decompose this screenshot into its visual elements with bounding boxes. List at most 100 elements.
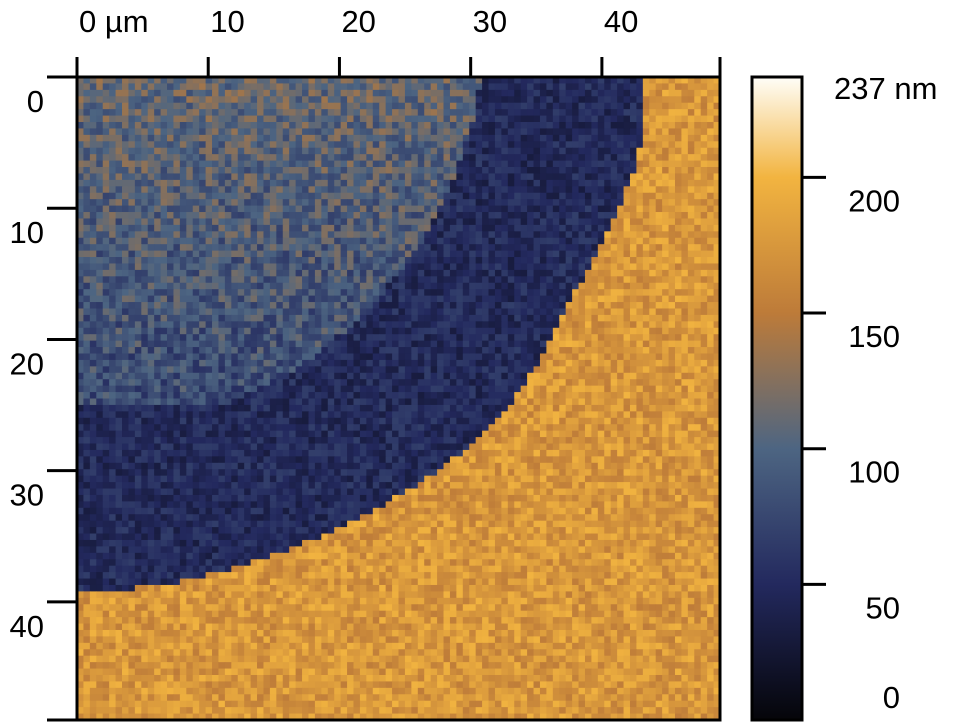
heatmap-cell — [392, 212, 399, 219]
heatmap-cell — [411, 102, 419, 110]
heatmap-cell — [327, 128, 335, 136]
heatmap-cell — [533, 250, 541, 258]
heatmap-cell — [263, 327, 271, 335]
heatmap-cell — [488, 192, 496, 200]
heatmap-cell — [89, 372, 97, 380]
heatmap-cell — [160, 353, 168, 361]
heatmap-cell — [533, 314, 541, 322]
heatmap-cell — [475, 302, 483, 309]
heatmap-cell — [192, 366, 200, 374]
heatmap-cell — [456, 263, 464, 271]
heatmap-cell — [244, 353, 252, 361]
heatmap-cell — [398, 77, 406, 84]
heatmap-cell — [212, 147, 219, 155]
heatmap-cell — [559, 308, 567, 316]
heatmap-cell — [231, 372, 239, 380]
heatmap-cell — [610, 302, 618, 309]
heatmap-cell — [449, 205, 457, 213]
heatmap-cell — [282, 160, 290, 168]
heatmap-cell — [244, 244, 252, 252]
heatmap-cell — [372, 353, 380, 361]
heatmap-cell — [327, 321, 335, 329]
heatmap-cell — [572, 347, 580, 354]
heatmap-cell — [96, 244, 104, 252]
heatmap-cell — [134, 263, 142, 271]
heatmap-cell — [533, 327, 541, 335]
heatmap-cell — [83, 340, 91, 348]
heatmap-cell — [212, 154, 219, 162]
heatmap-cell — [340, 199, 348, 207]
heatmap-cell — [687, 134, 695, 142]
heatmap-cell — [173, 231, 181, 239]
heatmap-cell — [366, 89, 374, 97]
heatmap-cell — [713, 218, 721, 226]
heatmap-cell — [565, 269, 573, 277]
heatmap-cell — [482, 205, 490, 213]
heatmap-cell — [539, 115, 547, 123]
heatmap-cell — [340, 340, 348, 348]
heatmap-cell — [469, 89, 477, 97]
heatmap-cell — [276, 289, 284, 297]
heatmap-cell — [398, 173, 406, 181]
heatmap-cell — [250, 321, 258, 329]
heatmap-cell — [359, 212, 367, 219]
heatmap-cell — [353, 96, 361, 104]
heatmap-cell — [501, 134, 509, 142]
heatmap-cell — [340, 327, 348, 335]
heatmap-cell — [160, 308, 168, 316]
heatmap-cell — [141, 167, 149, 174]
heatmap-cell — [77, 263, 84, 271]
heatmap-cell — [584, 366, 592, 374]
heatmap-cell — [205, 244, 213, 252]
heatmap-cell — [179, 115, 187, 123]
heatmap-cell — [642, 334, 650, 342]
heatmap-cell — [359, 147, 367, 155]
heatmap-cell — [147, 218, 155, 226]
heatmap-cell — [462, 160, 470, 168]
heatmap-cell — [674, 237, 682, 245]
heatmap-cell — [417, 321, 425, 329]
heatmap-cell — [482, 179, 490, 187]
heatmap-cell — [514, 263, 522, 271]
heatmap-cell — [289, 122, 297, 129]
heatmap-cell — [250, 334, 258, 342]
heatmap-cell — [552, 282, 560, 290]
heatmap-cell — [128, 89, 136, 97]
heatmap-cell — [366, 199, 374, 207]
heatmap-cell — [77, 212, 84, 219]
heatmap-cell — [237, 276, 245, 284]
heatmap-cell — [392, 147, 399, 155]
heatmap-cell — [674, 109, 682, 117]
heatmap-cell — [694, 244, 702, 252]
heatmap-cell — [604, 115, 612, 123]
heatmap-cell — [494, 134, 502, 142]
heatmap-cell — [244, 276, 252, 284]
heatmap-cell — [700, 269, 708, 277]
heatmap-cell — [546, 353, 554, 361]
heatmap-cell — [572, 379, 580, 387]
heatmap-cell — [392, 314, 399, 322]
heatmap-cell — [417, 308, 425, 316]
heatmap-cell — [179, 128, 187, 136]
heatmap-cell — [379, 244, 387, 252]
heatmap-cell — [314, 334, 322, 342]
heatmap-cell — [604, 224, 612, 232]
heatmap-cell — [404, 392, 412, 399]
heatmap-cell — [417, 327, 425, 335]
heatmap-cell — [398, 308, 406, 316]
heatmap-cell — [128, 231, 136, 239]
heatmap-cell — [629, 186, 637, 194]
heatmap-cell — [552, 334, 560, 342]
heatmap-cell — [681, 379, 689, 387]
heatmap-cell — [629, 134, 637, 142]
heatmap-cell — [147, 199, 155, 207]
heatmap-cell — [321, 83, 329, 91]
heatmap-cell — [308, 141, 316, 149]
heatmap-cell — [501, 205, 509, 213]
heatmap-cell — [617, 385, 625, 393]
heatmap-cell — [218, 96, 226, 104]
heatmap-cell — [469, 83, 477, 91]
heatmap-cell — [584, 276, 592, 284]
heatmap-cell — [109, 347, 117, 354]
heatmap-cell — [411, 83, 419, 91]
